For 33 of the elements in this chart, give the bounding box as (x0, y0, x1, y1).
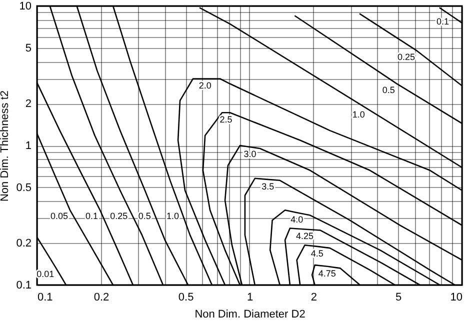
annotation: 4.75 (318, 268, 336, 278)
annotation: 3.0 (244, 148, 256, 159)
annotation: 4.25 (296, 231, 314, 242)
y-tick-label: 1 (25, 140, 32, 152)
y-tick-label: 0.5 (16, 182, 32, 194)
annotation: 0.1 (436, 16, 450, 26)
y-tick-label: 5 (25, 42, 32, 54)
y-axis-title: Non Dim. Thichness t2 (0, 90, 12, 202)
annotation: 0.5 (382, 84, 395, 95)
annotation: 0.05 (50, 211, 68, 222)
annotation: 0.25 (110, 211, 128, 222)
x-tick-label: 0.2 (94, 292, 110, 304)
annotation: 4.5 (310, 248, 324, 258)
annotation: 0.1 (86, 211, 98, 222)
x-tick-label: 0.1 (38, 292, 53, 304)
y-tick-label: 2 (25, 98, 32, 110)
annotation: 4.0 (290, 214, 304, 225)
y-tick-label: 10 (19, 0, 32, 12)
annotation: 3.5 (262, 181, 274, 192)
annotation: 2.0 (198, 80, 212, 91)
annotation: 0.5 (138, 211, 151, 222)
annotation: 0.25 (397, 52, 415, 62)
x-tick-label: 10 (450, 292, 462, 304)
x-tick-label: 5 (395, 292, 402, 304)
annotation: 2.5 (220, 114, 232, 125)
x-tick-label: 2 (310, 292, 318, 304)
x-tick-label: 1 (246, 292, 254, 304)
x-tick-label: 0.5 (178, 292, 194, 304)
y-tick-label: 0.1 (16, 280, 32, 292)
annotation: 1.0 (352, 110, 365, 120)
y-tick-label: 0.2 (16, 238, 32, 250)
annotation: 1.0 (166, 211, 179, 222)
x-axis-title: Non Dim. Diameter D2 (194, 308, 306, 320)
